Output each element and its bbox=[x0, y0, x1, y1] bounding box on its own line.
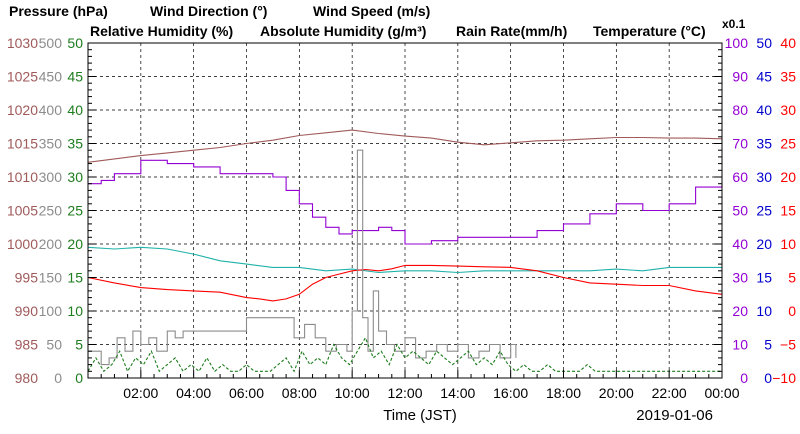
y-tick-label: 60 bbox=[732, 169, 748, 185]
legend-wind-speed: Wind Speed (m/s) bbox=[313, 3, 430, 19]
y-tick-label: 40 bbox=[780, 35, 796, 51]
y-tick-label: 15 bbox=[67, 270, 83, 286]
y-tick-label: 250 bbox=[39, 203, 63, 219]
y-tick-label: 985 bbox=[15, 337, 39, 353]
legend-wind-direction: Wind Direction (°) bbox=[150, 3, 267, 19]
x-tick-label: 08:00 bbox=[282, 385, 317, 401]
legend-relative-humidity: Relative Humidity (%) bbox=[90, 23, 233, 39]
y-tick-label: 15 bbox=[756, 270, 772, 286]
y-tick-label: 10 bbox=[780, 236, 796, 252]
y-tick-label: 1015 bbox=[7, 136, 38, 152]
x-tick-label: 00:00 bbox=[704, 385, 739, 401]
grid bbox=[88, 43, 722, 378]
y-tick-label: 80 bbox=[732, 102, 748, 118]
y-tick-label: 5 bbox=[75, 337, 83, 353]
y-tick-label: −5 bbox=[780, 337, 796, 353]
y-tick-label: 5 bbox=[764, 337, 772, 353]
y-tick-label: 45 bbox=[756, 69, 772, 85]
y-tick-label: 1005 bbox=[7, 203, 38, 219]
y-tick-label: 40 bbox=[732, 236, 748, 252]
y-tick-label: 200 bbox=[39, 236, 63, 252]
y-tick-label: 35 bbox=[67, 136, 83, 152]
series bbox=[87, 129, 723, 373]
y-tick-label: 25 bbox=[756, 203, 772, 219]
y-tick-label: 25 bbox=[67, 203, 83, 219]
y-tick-label: 20 bbox=[780, 169, 796, 185]
y-tick-label: 40 bbox=[67, 102, 83, 118]
x-tick-label: 10:00 bbox=[335, 385, 370, 401]
y-tick-label: 30 bbox=[67, 169, 83, 185]
y-tick-label: 20 bbox=[732, 303, 748, 319]
y-tick-label: 400 bbox=[39, 102, 63, 118]
y-tick-label: 5 bbox=[788, 270, 796, 286]
legend-absolute-humidity: Absolute Humidity (g/m³) bbox=[260, 23, 426, 39]
y-tick-label: 0 bbox=[764, 370, 772, 386]
x-tick-label: 02:00 bbox=[123, 385, 158, 401]
y-tick-label: 980 bbox=[15, 370, 39, 386]
y-tick-label: 10 bbox=[732, 337, 748, 353]
x-tick-label: 22:00 bbox=[652, 385, 687, 401]
y-tick-label: 1020 bbox=[7, 102, 38, 118]
y-tick-label: 40 bbox=[756, 102, 772, 118]
y-tick-label: 1025 bbox=[7, 69, 38, 85]
y-tick-label: 20 bbox=[756, 236, 772, 252]
y-tick-label: 100 bbox=[39, 303, 63, 319]
x-tick-label: 12:00 bbox=[387, 385, 422, 401]
y-tick-label: −10 bbox=[772, 370, 796, 386]
axes: 02:00 04:00 06:00 08:00 10:00 12:00 14:00 16:00… bbox=[7, 35, 796, 401]
y-tick-label: 0 bbox=[788, 303, 796, 319]
y-tick-label: 300 bbox=[39, 169, 63, 185]
legend-rain-rate: Rain Rate(mm/h) bbox=[456, 23, 567, 39]
y-tick-label: 50 bbox=[756, 35, 772, 51]
y-tick-label: 90 bbox=[732, 69, 748, 85]
y-tick-label: 995 bbox=[15, 270, 39, 286]
x-tick-label: 06:00 bbox=[229, 385, 264, 401]
y-tick-label: 990 bbox=[15, 303, 39, 319]
y-tick-label: 1000 bbox=[7, 236, 38, 252]
y-tick-label: 35 bbox=[780, 69, 796, 85]
y-tick-label: 1010 bbox=[7, 169, 38, 185]
y-tick-label: 70 bbox=[732, 136, 748, 152]
y-tick-label: 50 bbox=[46, 337, 62, 353]
x-axis-label: Time (JST) bbox=[383, 407, 457, 424]
series-line bbox=[87, 336, 722, 373]
y-tick-label: 30 bbox=[780, 102, 796, 118]
y-tick-label: 1030 bbox=[7, 35, 38, 51]
y-tick-label: 500 bbox=[39, 35, 63, 51]
y-tick-label: 350 bbox=[39, 136, 63, 152]
y-tick-label: 45 bbox=[67, 69, 83, 85]
legend-scale-note: x0.1 bbox=[722, 17, 746, 31]
y-tick-label: 15 bbox=[780, 203, 796, 219]
x-tick-label: 14:00 bbox=[440, 385, 475, 401]
y-tick-label: 35 bbox=[756, 136, 772, 152]
y-tick-label: 100 bbox=[725, 35, 749, 51]
x-tick-label: 16:00 bbox=[493, 385, 528, 401]
legend-temperature: Temperature (°C) bbox=[593, 23, 706, 39]
y-tick-label: 0 bbox=[54, 370, 62, 386]
y-tick-label: 10 bbox=[67, 303, 83, 319]
y-tick-label: 0 bbox=[740, 370, 748, 386]
y-tick-label: 30 bbox=[756, 169, 772, 185]
y-tick-label: 50 bbox=[732, 203, 748, 219]
y-tick-label: 25 bbox=[780, 136, 796, 152]
y-tick-label: 20 bbox=[67, 236, 83, 252]
series-line bbox=[87, 264, 723, 302]
series-line bbox=[87, 246, 722, 274]
y-tick-label: 10 bbox=[756, 303, 772, 319]
x-tick-label: 04:00 bbox=[176, 385, 211, 401]
y-tick-label: 0 bbox=[75, 370, 83, 386]
y-tick-label: 150 bbox=[39, 270, 63, 286]
date-label: 2019-01-06 bbox=[636, 407, 713, 424]
series-line bbox=[88, 159, 723, 245]
y-tick-label: 450 bbox=[39, 69, 63, 85]
x-tick-label: 18:00 bbox=[546, 385, 581, 401]
x-tick-label: 20:00 bbox=[599, 385, 634, 401]
series-line bbox=[88, 149, 517, 366]
series-line bbox=[87, 129, 723, 163]
legend: Pressure (hPa) Wind Direction (°) Wind S… bbox=[9, 3, 746, 39]
legend-pressure: Pressure (hPa) bbox=[9, 3, 108, 19]
y-tick-label: 50 bbox=[67, 35, 83, 51]
y-tick-label: 30 bbox=[732, 270, 748, 286]
